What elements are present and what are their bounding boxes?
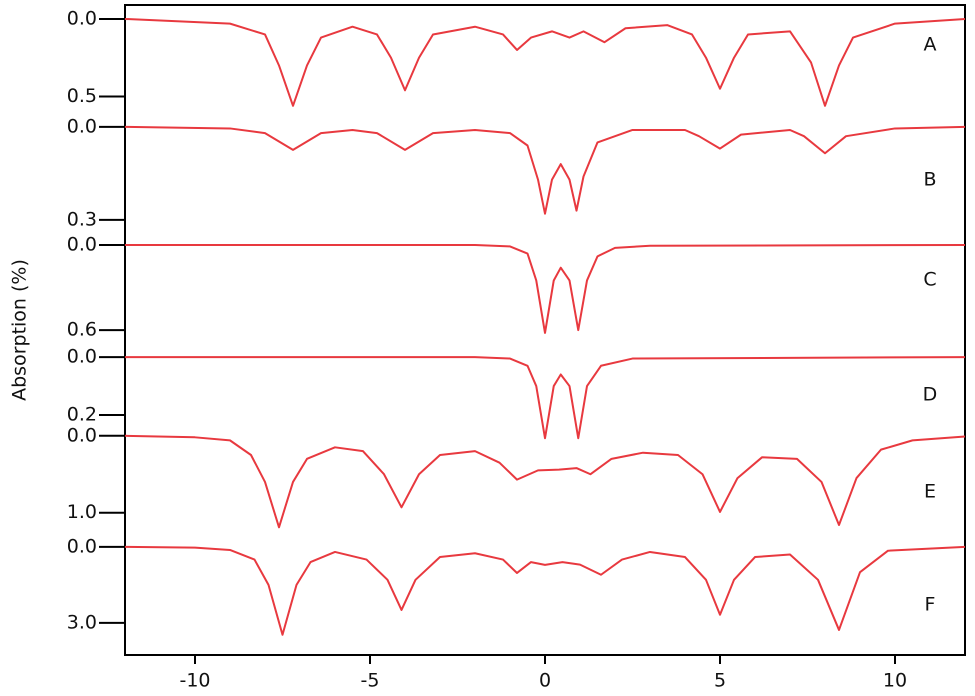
y-tick-label: 0.2 <box>67 404 97 426</box>
y-tick-label: 0.0 <box>67 7 97 29</box>
x-tick-label: 10 <box>883 670 907 692</box>
fit-line <box>124 125 966 215</box>
fit-line <box>124 17 966 107</box>
y-tick-label: 0.3 <box>67 208 97 230</box>
y-tick-label: 0.0 <box>67 346 97 368</box>
panel-label: F <box>925 594 936 616</box>
x-tick-label: 5 <box>714 670 726 692</box>
panel-label: E <box>924 481 936 503</box>
y-tick-label: 3.0 <box>67 611 97 633</box>
y-tick-label: 1.0 <box>67 501 97 523</box>
y-tick-label: 0.0 <box>67 535 97 557</box>
y-tick-label: 0.0 <box>67 234 97 256</box>
y-tick-label: 0.0 <box>67 424 97 446</box>
panel-label: B <box>923 169 936 191</box>
y-tick-label: 0.6 <box>67 319 97 341</box>
panel-label: D <box>923 384 938 406</box>
panel-label: C <box>923 269 936 291</box>
x-tick-label: -10 <box>179 670 210 692</box>
panel-label: A <box>924 34 937 56</box>
fit-line <box>124 545 966 636</box>
fit-line <box>125 244 966 334</box>
y-tick-label: 0.0 <box>67 115 97 137</box>
fit-line <box>124 434 966 529</box>
x-tick-label: 0 <box>539 670 551 692</box>
y-tick-label: 0.5 <box>67 85 97 107</box>
x-tick-label: -5 <box>361 670 380 692</box>
fit-line <box>125 356 966 440</box>
y-axis-label: Absorption (%) <box>9 259 31 401</box>
